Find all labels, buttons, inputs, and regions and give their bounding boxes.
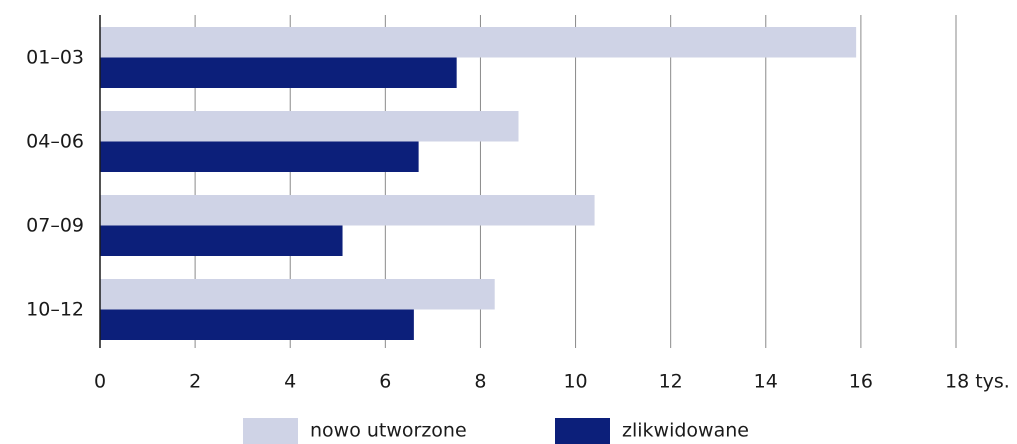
- x-tick-label: 12: [659, 371, 683, 393]
- y-tick-label: 10–12: [26, 299, 84, 321]
- bar: [100, 27, 857, 58]
- x-tick-label: 6: [379, 371, 391, 393]
- x-tick-label: 4: [284, 371, 296, 393]
- y-tick-label: 07–09: [26, 215, 84, 237]
- x-tick-label: 8: [474, 371, 486, 393]
- bar: [100, 309, 414, 340]
- x-tick-label: 16: [849, 371, 873, 393]
- y-tick-label: 01–03: [26, 47, 84, 69]
- legend-label: nowo utworzone: [310, 420, 467, 442]
- x-tick-label: 2: [189, 371, 201, 393]
- bar: [100, 225, 343, 256]
- x-tick-label: 18 tys.: [945, 371, 1010, 393]
- bar: [100, 111, 519, 142]
- bar: [100, 279, 495, 310]
- y-tick-label: 04–06: [26, 131, 84, 153]
- x-tick-label: 0: [94, 371, 106, 393]
- legend-swatch: [243, 418, 298, 444]
- x-tick-label: 10: [563, 371, 587, 393]
- legend-label: zlikwidowane: [622, 420, 749, 442]
- bar: [100, 57, 457, 88]
- bar: [100, 195, 595, 226]
- x-tick-label: 14: [754, 371, 778, 393]
- legend-swatch: [555, 418, 610, 444]
- bar: [100, 141, 419, 172]
